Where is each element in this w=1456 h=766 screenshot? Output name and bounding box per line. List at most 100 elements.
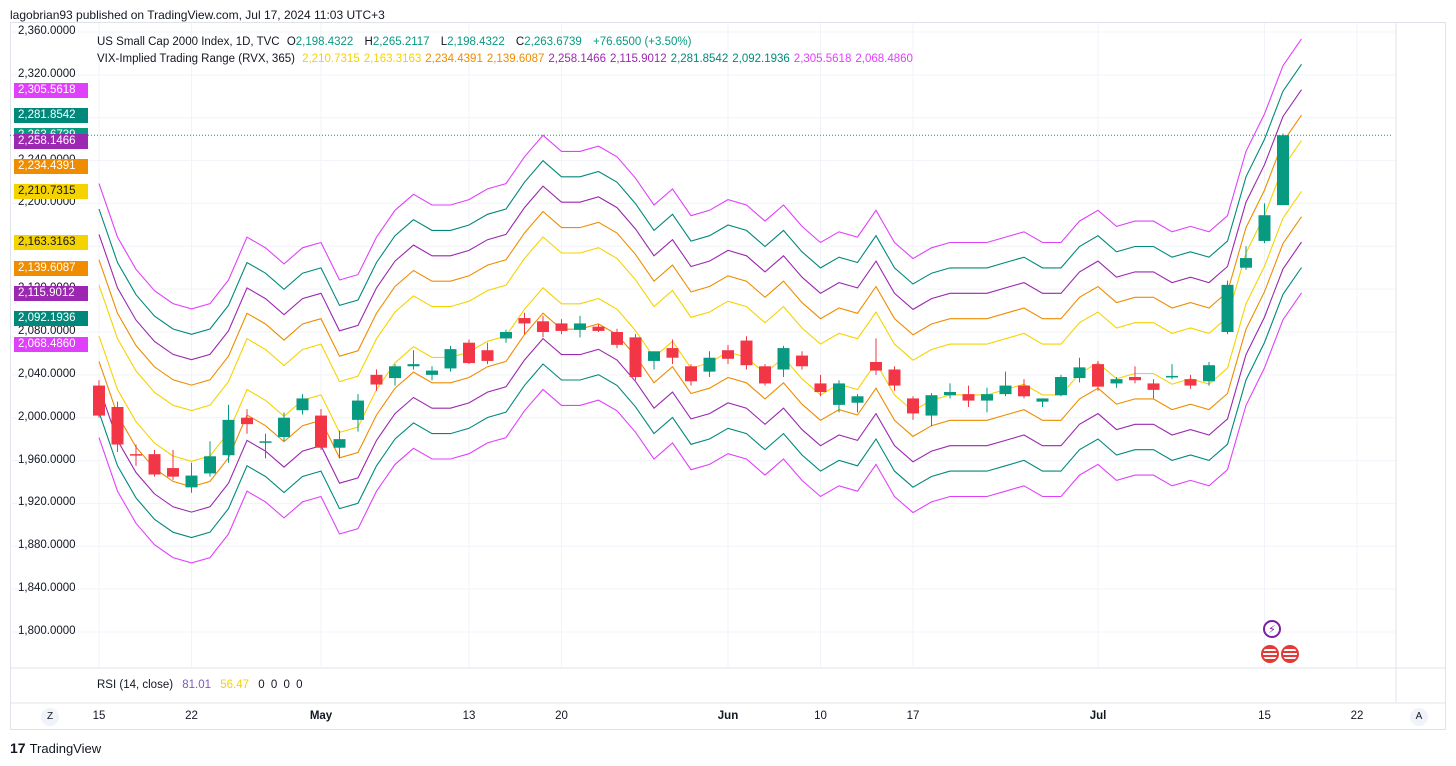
rsi-zero-4: 0 (296, 679, 303, 691)
candle-body (1221, 284, 1234, 332)
indicator-legend: VIX-Implied Trading Range (RVX, 365) 2,2… (97, 53, 917, 65)
rsi-zero-3: 0 (283, 679, 290, 691)
rsi-value: 81.01 (182, 679, 212, 691)
open-value: 2,198.4322 (295, 36, 354, 48)
auto-zoom-button[interactable]: Z (41, 708, 59, 726)
rsi-name[interactable]: RSI (14, close) (97, 679, 174, 691)
candle-body (1055, 377, 1067, 396)
candle-body (740, 340, 753, 366)
candle-body (1258, 215, 1271, 241)
candle-body (555, 323, 568, 331)
y-tick-label: 2,080.0000 (18, 325, 76, 337)
y-tick-label: 2,320.0000 (18, 67, 76, 80)
x-tick-label: 22 (1350, 710, 1364, 722)
x-tick-label: Jun (717, 710, 739, 722)
candle-body (148, 454, 161, 475)
publisher-line: lagobrian93 published on TradingView.com… (10, 8, 385, 22)
candle-body (463, 342, 475, 364)
candle-body (1092, 364, 1104, 387)
y-tick-label: 2,200.0000 (18, 196, 76, 209)
x-tick-label: 17 (906, 710, 920, 722)
indicator-value-4: 2,139.6087 (486, 53, 545, 65)
indicator-value-2: 2,163.3163 (363, 53, 422, 65)
candle-body (185, 475, 198, 488)
footer: 17 TradingView (10, 740, 101, 756)
candles-layer (93, 133, 1289, 493)
indicator-value-9: 2,305.5618 (793, 53, 852, 65)
candle-body (222, 419, 235, 456)
high-value: 2,265.2117 (372, 36, 430, 48)
x-tick-label: 22 (185, 710, 198, 722)
x-tick-label: 15 (1258, 710, 1271, 722)
candle-body (907, 398, 919, 414)
price-badge: 2,305.5618 (14, 82, 88, 98)
dividend-event-icon[interactable]: ⚡ (1263, 620, 1281, 638)
indicator-value-1: 2,210.7315 (302, 53, 360, 65)
x-tick-label: May (309, 710, 333, 722)
candle-body (278, 417, 290, 437)
candle-body (93, 385, 105, 416)
us-flag-event-icon[interactable] (1261, 645, 1279, 663)
candle-body (796, 355, 808, 367)
candle-body (833, 383, 845, 405)
candle-body (925, 395, 938, 416)
candle-body (444, 349, 457, 369)
close-value: 2,263.6739 (524, 36, 582, 48)
price-badge: 2,163.3163 (14, 235, 88, 251)
candle-body (666, 348, 679, 358)
candle-body (407, 364, 420, 367)
rsi-zero-2: 0 (270, 679, 278, 691)
change-value: +76.6500 (+3.50%) (593, 36, 692, 48)
candle-body (685, 366, 697, 382)
candle-body (1277, 135, 1289, 206)
candle-body (426, 370, 438, 375)
price-badge: 2,068.4860 (14, 336, 88, 352)
y-tick-label: 2,040.0000 (18, 367, 76, 380)
indicator-name[interactable]: VIX-Implied Trading Range (RVX, 365) (97, 53, 295, 65)
range-line-6 (98, 241, 1302, 513)
price-badge: 2,281.8542 (14, 108, 88, 124)
tradingview-logo-icon: 17 (10, 740, 26, 756)
grid-layer (10, 23, 1446, 704)
candle-body (1240, 258, 1252, 268)
y-tick-label: 1,800.0000 (18, 625, 76, 637)
symbol-name[interactable]: US Small Cap 2000 Index, 1D, TVC (97, 36, 280, 48)
candle-body (352, 400, 364, 420)
low-label: L (440, 36, 448, 48)
candle-body (999, 385, 1012, 395)
rsi-zero-1: 0 (258, 679, 265, 691)
candle-body (759, 366, 771, 384)
candle-body (518, 318, 531, 324)
y-tick-label: 2,000.0000 (18, 410, 76, 423)
price-badge: 2,258.1466 (14, 133, 88, 149)
candle-body (574, 323, 586, 330)
candle-body (851, 396, 864, 403)
candle-body (611, 332, 623, 345)
range-lines-layer (98, 38, 1302, 564)
indicator-value-3: 2,234.4391 (425, 53, 483, 65)
us-flag-event-icon-2[interactable] (1281, 645, 1299, 663)
auto-scale-button[interactable]: A (1410, 708, 1428, 726)
y-tick-label: 1,960.0000 (18, 453, 76, 466)
open-label: O (286, 36, 296, 48)
y-tick-label: 2,360.0000 (18, 25, 76, 37)
candle-body (870, 362, 882, 371)
candle-body (537, 321, 549, 332)
candle-body (370, 374, 383, 385)
candle-body (315, 415, 327, 448)
indicator-value-7: 2,281.8542 (670, 53, 729, 65)
candle-body (592, 326, 605, 331)
price-badge: 2,210.7315 (14, 184, 88, 200)
x-tick-label: 13 (462, 710, 476, 722)
candle-body (1036, 398, 1049, 402)
candle-body (389, 366, 401, 379)
x-tick-label: 20 (555, 710, 568, 722)
candle-body (1129, 377, 1141, 381)
candle-body (1018, 385, 1030, 397)
candle-body (481, 350, 494, 361)
close-label: C (515, 36, 525, 48)
candle-body (167, 468, 179, 477)
candle-body (1203, 365, 1215, 382)
brand-name[interactable]: TradingView (29, 740, 102, 756)
